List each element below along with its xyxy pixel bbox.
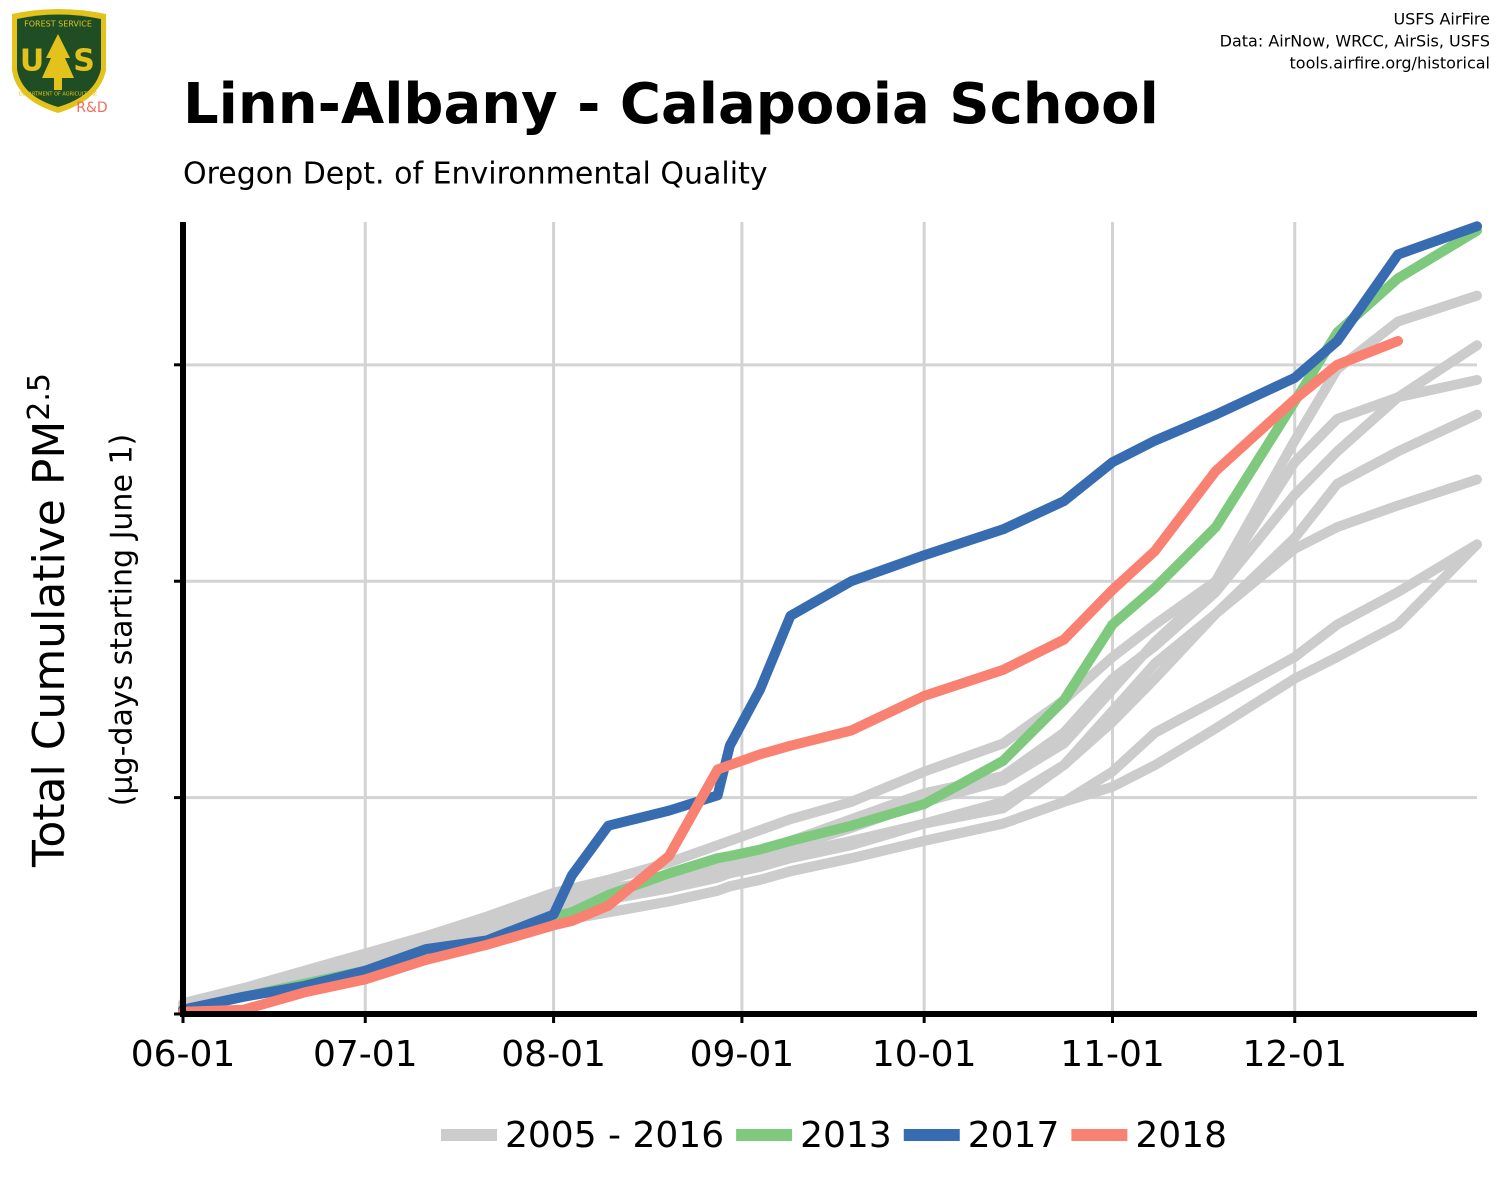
legend-label: 2017 (968, 1115, 1060, 1156)
series-line (178, 340, 1482, 1011)
series-line (178, 225, 1482, 1015)
logo-bottom-text: DEPARTMENT OF AGRICULTURE (19, 92, 97, 98)
credit: Data: AirNow, WRCC, AirSis, USFS (1220, 32, 1490, 51)
series-line (178, 539, 1482, 1013)
series-line (178, 474, 1482, 1011)
series-line (178, 336, 1403, 1017)
logo-tree (42, 34, 74, 90)
logo-letter: S (73, 44, 95, 79)
y-axis-label-sub: 2.5 (22, 373, 57, 421)
legend: 2005 - 2016 2013 2017 2018 (441, 1115, 1227, 1156)
x-tick-label: 08-01 (501, 1034, 606, 1075)
x-tick-label: 10-01 (872, 1034, 977, 1075)
y-axis-label-main: Total Cumulative PM (24, 421, 75, 868)
chart-subtitle: Oregon Dept. of Environmental Quality (183, 157, 768, 192)
x-tick-label: 12-01 (1242, 1034, 1347, 1075)
axes: 06-01 07-01 08-01 09-01 10-01 11-01 12-01 (131, 222, 1477, 1075)
logo: FOREST SERVICE U S DEPARTMENT OF AGRICUL… (12, 9, 108, 116)
series-line (178, 221, 1482, 1015)
legend-item: 2013 (736, 1115, 892, 1156)
series-line (178, 290, 1482, 1009)
credit: USFS AirFire (1393, 10, 1490, 29)
plot-lines (178, 221, 1482, 1017)
logo-top-text: FOREST SERVICE (24, 20, 92, 29)
series-line (178, 375, 1482, 1011)
grid (181, 222, 1477, 1016)
x-tick-label: 06-01 (131, 1034, 236, 1075)
legend-label: 2005 - 2016 (505, 1115, 724, 1156)
x-tick-label: 09-01 (690, 1034, 795, 1075)
x-tick-label: 07-01 (313, 1034, 418, 1075)
x-tick-label: 11-01 (1060, 1034, 1165, 1075)
legend-item: 2017 (903, 1115, 1060, 1156)
legend-label: 2018 (1135, 1115, 1227, 1156)
credit: tools.airfire.org/historical (1290, 54, 1490, 73)
legend-item: 2005 - 2016 (441, 1115, 724, 1156)
logo-letter: U (20, 44, 44, 79)
logo-tag: R&D (76, 100, 107, 116)
y-axis-sublabel: (µg-days starting June 1) (105, 434, 140, 806)
chart-title: Linn-Albany - Calapooia School (183, 72, 1159, 137)
series-line (178, 539, 1482, 1013)
y-axis-label: Total Cumulative PM2.5 (22, 373, 76, 868)
legend-item: 2018 (1071, 1115, 1227, 1156)
legend-label: 2013 (800, 1115, 892, 1156)
